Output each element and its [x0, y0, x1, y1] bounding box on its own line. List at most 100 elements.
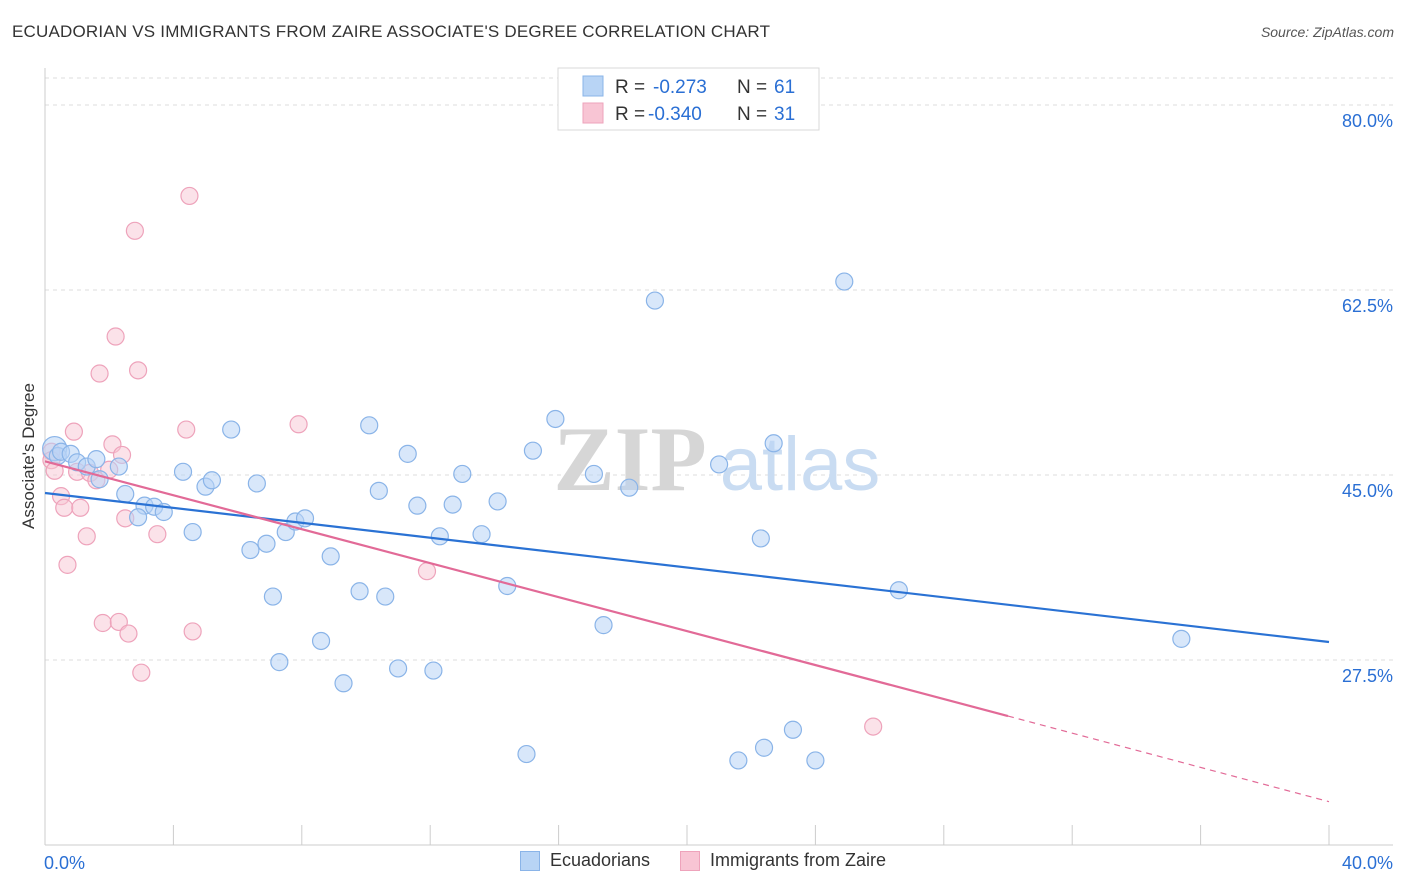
ecuadorian-point: [270, 653, 289, 672]
zaire-point: [90, 364, 109, 383]
ecuadorian-point: [389, 659, 408, 678]
ecuadorian-point: [311, 631, 331, 651]
legend-n-label-2: N =: [737, 104, 767, 125]
ecuadorian-point: [709, 455, 729, 474]
legend-r-value-1: -0.273: [653, 77, 707, 98]
zaire-point: [93, 613, 112, 633]
zaire-trend-line: [44, 460, 1009, 718]
ecuadorian-point: [729, 751, 748, 770]
ecuadorian-point: [376, 587, 395, 606]
ecuadorian-point: [202, 471, 222, 490]
y-tick-labels: 27.5% 45.0% 62.5% 80.0%: [1342, 111, 1393, 686]
ecuadorian-point: [584, 464, 604, 484]
zaire-point: [417, 562, 437, 581]
ecuadorian-point: [109, 457, 128, 476]
ecuadorian-point: [173, 462, 193, 481]
zaire-point: [289, 415, 308, 434]
ecuadorian-point: [257, 534, 276, 553]
legend-label-zaire: Immigrants from Zaire: [710, 850, 887, 870]
legend-swatch-zaire: [680, 850, 701, 871]
ecuadorian-points: [42, 272, 1191, 770]
zaire-point: [128, 361, 148, 380]
ecuadorian-point: [321, 547, 340, 566]
ecuadorian-point: [783, 720, 803, 739]
zaire-point: [64, 422, 83, 441]
zaire-point: [58, 555, 77, 574]
ecuadorian-point: [453, 464, 472, 484]
watermark: ZIP atlas: [553, 408, 880, 510]
legend-swatch-ecuadorians: [519, 850, 540, 871]
x-tick-label-min: 0.0%: [44, 853, 85, 873]
ecuadorian-point: [424, 661, 443, 680]
ecuadorian-point: [247, 474, 266, 493]
ecuadorian-point: [222, 420, 241, 439]
y-tick-label: 27.5%: [1342, 666, 1393, 686]
legend-swatch-blue: [582, 75, 604, 97]
zaire-point: [77, 527, 96, 546]
ecuadorian-point: [87, 450, 106, 469]
legend-item-ecuadorians: Ecuadorians: [519, 850, 651, 871]
ecuadorian-point: [116, 484, 135, 504]
ecuadorian-point: [523, 441, 543, 460]
ecuadorian-point: [764, 434, 783, 453]
zaire-point: [125, 221, 144, 240]
chart-title: ECUADORIAN VS IMMIGRANTS FROM ZAIRE ASSO…: [12, 22, 771, 41]
ecuadorian-point: [1172, 629, 1191, 648]
ecuadorian-point: [751, 529, 770, 548]
ecuadorian-point: [408, 496, 427, 515]
zaire-point: [109, 612, 128, 632]
grid-lines: [45, 77, 1393, 661]
legend-n-value-1: 61: [774, 77, 795, 98]
ecuadorian-point: [360, 416, 379, 435]
ecuadorian-point: [806, 751, 825, 770]
zaire-point: [119, 624, 138, 643]
ecuadorian-point: [334, 674, 353, 693]
ecuadorian-point: [443, 495, 462, 514]
ecuadorian-point: [430, 527, 449, 546]
ecuadorian-point: [645, 291, 665, 310]
ecuadorian-point: [472, 525, 491, 544]
ecuadorian-point: [546, 409, 565, 429]
zaire-point: [180, 186, 199, 206]
legend-r-value-2: -0.340: [648, 104, 702, 125]
ecuadorian-point: [889, 581, 908, 600]
legend-r-label-1: R =: [615, 77, 645, 98]
ecuadorian-point: [754, 738, 774, 757]
ecuadorian-point: [620, 478, 639, 497]
y-tick-label: 80.0%: [1342, 111, 1393, 131]
zaire-point: [177, 420, 196, 439]
ecuadorian-point: [128, 508, 148, 527]
zaire-point: [148, 525, 167, 544]
zaire-point: [106, 327, 125, 346]
zaire-point: [71, 498, 90, 517]
ecuadorian-point: [398, 444, 417, 463]
legend-n-label-1: N =: [737, 77, 767, 98]
ecuadorian-trend-line: [44, 491, 1330, 644]
ecuadorian-point: [594, 616, 613, 635]
ecuadorian-point: [369, 481, 388, 500]
zaire-point: [132, 663, 151, 682]
ecuadorian-point: [350, 582, 369, 601]
legend-swatch-pink: [582, 102, 604, 124]
x-tick-label-max: 40.0%: [1342, 853, 1393, 873]
zaire-point: [183, 622, 202, 641]
ecuadorian-point: [263, 587, 283, 606]
trend-lines: [44, 460, 1330, 803]
ecuadorian-point: [241, 540, 260, 560]
ecuadorian-point: [835, 272, 854, 291]
watermark-atlas: atlas: [720, 422, 881, 507]
ecuadorian-point: [488, 492, 507, 511]
zaire-point: [55, 498, 74, 517]
legend-n-value-2: 31: [774, 104, 795, 125]
ecuadorian-point: [183, 522, 202, 542]
y-axis-label: Associate's Degree: [19, 383, 38, 529]
source-label: Source: ZipAtlas.com: [1260, 24, 1394, 40]
legend-r-label-2: R =: [615, 104, 645, 125]
legend-label-ecuadorians: Ecuadorians: [549, 850, 651, 870]
zaire-trend-extension: [1007, 715, 1330, 803]
zaire-point: [864, 717, 883, 736]
ecuadorian-point: [517, 744, 536, 764]
legend-item-zaire: Immigrants from Zaire: [680, 850, 886, 871]
x-tick-marks: [172, 825, 1330, 845]
